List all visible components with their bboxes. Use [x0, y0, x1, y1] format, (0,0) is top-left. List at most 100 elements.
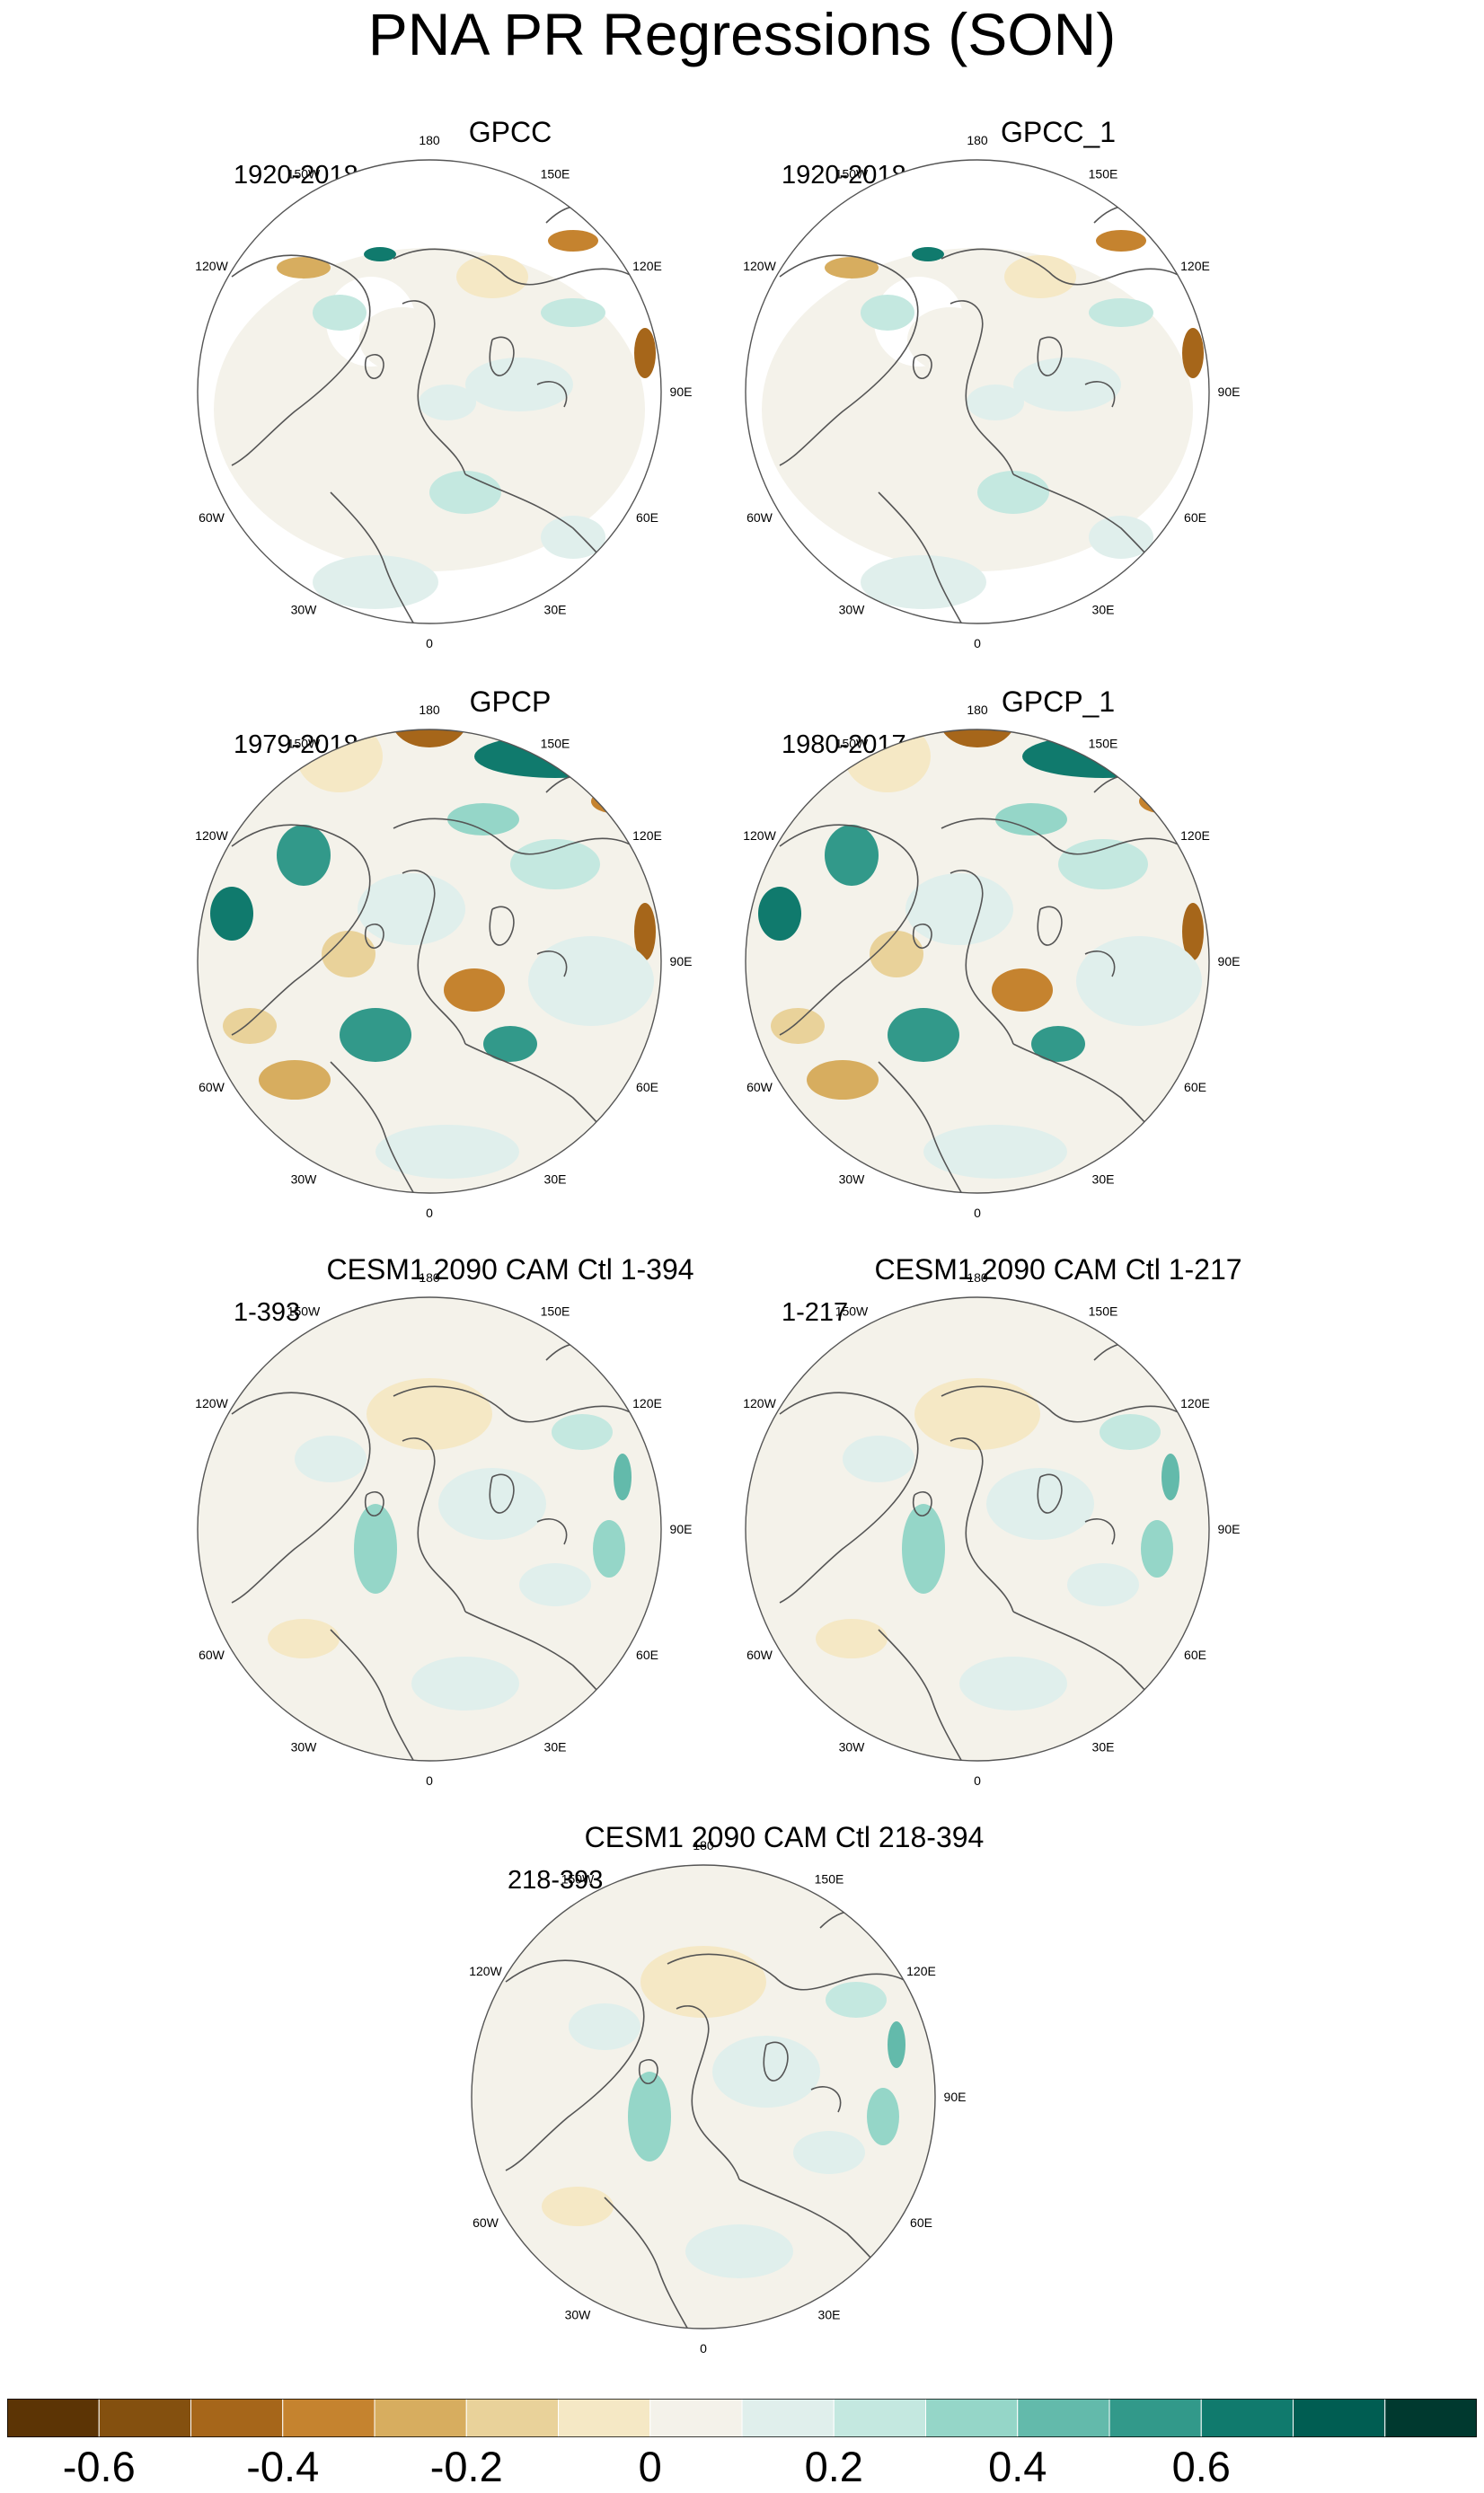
anomaly-patch — [905, 873, 1013, 945]
period-label: 218-393 — [508, 1866, 604, 1895]
panel-title: GPCP_1 — [1001, 685, 1116, 718]
anomaly-patch — [861, 295, 914, 331]
colorbar-swatch — [1293, 2399, 1386, 2437]
anomaly-patch — [358, 1303, 465, 1346]
anomaly-patch — [528, 936, 654, 1026]
anomaly-patch — [861, 555, 986, 609]
anomaly-patch — [888, 2021, 905, 2068]
colorbar-swatch — [649, 2399, 743, 2437]
map-boundary — [197, 729, 662, 1194]
colorbar-swatch — [1017, 2399, 1110, 2437]
longitude-label: 180 — [967, 133, 988, 147]
panel-title: CESM1 2090 CAM Ctl 1-394 — [326, 1253, 694, 1286]
anomaly-patch — [1067, 1563, 1139, 1606]
anomaly-patch — [510, 839, 600, 889]
anomaly-patch — [844, 729, 931, 792]
anomaly-patch — [907, 307, 994, 372]
anomaly-patch — [807, 1060, 879, 1100]
anomaly-patch — [354, 1504, 397, 1594]
colorbar-swatch — [1384, 2399, 1477, 2437]
longitude-label: 150W — [835, 1304, 869, 1319]
longitude-label: 60E — [636, 510, 658, 525]
anomaly-patch — [419, 385, 476, 420]
longitude-label: 150E — [1089, 1304, 1118, 1319]
anomaly-patch — [541, 516, 605, 559]
coastline — [676, 2005, 740, 2180]
coastline — [402, 1437, 466, 1613]
longitude-label: 30E — [818, 2308, 841, 2322]
anomaly-patch — [358, 873, 465, 945]
anomaly-patch — [793, 2131, 865, 2174]
anomaly-patch — [685, 2224, 793, 2278]
anomaly-patch — [1089, 298, 1153, 327]
coastline — [941, 248, 1194, 287]
longitude-label: 180 — [419, 1270, 440, 1285]
anomaly-patch — [1013, 358, 1121, 411]
anomaly-patch — [483, 1026, 537, 1062]
map-field — [746, 1297, 1209, 1761]
coastline — [1037, 336, 1063, 376]
anomaly-patch — [632, 1870, 739, 1914]
anomaly-patch — [542, 2187, 614, 2226]
anomaly-patch — [519, 1563, 591, 1606]
coastline — [489, 906, 515, 946]
polar-map: 180150E120E90E60E30E030W60W90W120W150W — [744, 133, 1240, 650]
anomaly-patch — [465, 358, 573, 411]
map-boundary — [197, 159, 662, 624]
anomaly-patch — [634, 328, 656, 378]
longitude-label: 180 — [967, 1270, 988, 1285]
longitude-label: 120E — [632, 1396, 662, 1410]
anomaly-patch — [628, 2072, 671, 2161]
colorbar-label: 0 — [638, 2443, 662, 2490]
anomaly-patch — [826, 1982, 887, 2018]
colorbar-swatch — [1200, 2399, 1294, 2437]
coastline — [779, 254, 919, 466]
anomaly-patch — [995, 803, 1067, 835]
coastline — [912, 354, 932, 379]
anomaly-patch — [1162, 1454, 1179, 1500]
longitude-label: 150E — [541, 1304, 570, 1319]
longitude-label: 150W — [835, 167, 869, 181]
longitude-label: 180 — [693, 1838, 714, 1852]
longitude-label: 150W — [287, 737, 321, 751]
anomaly-patch — [223, 1008, 277, 1044]
anomaly-patch — [268, 1619, 340, 1658]
panel-title: GPCP — [469, 685, 552, 718]
anomaly-patch — [614, 1454, 632, 1500]
coastline — [950, 870, 1014, 1045]
coastline — [810, 2086, 842, 2113]
anomaly-patch — [295, 1436, 367, 1482]
map-boundary — [471, 1864, 936, 2329]
longitude-label: 90E — [670, 385, 693, 399]
anomaly-patch — [210, 887, 253, 941]
coastline — [393, 248, 646, 287]
longitude-label: 120E — [1180, 828, 1210, 843]
map-field — [472, 1865, 935, 2329]
anomaly-patch — [992, 968, 1053, 1012]
panel-title: CESM1 2090 CAM Ctl 218-394 — [584, 1821, 985, 1853]
anomaly-patch — [905, 1303, 1013, 1346]
coastline — [604, 2197, 695, 2329]
map-boundary — [745, 1296, 1210, 1762]
anomaly-patch — [429, 471, 501, 514]
colorbar — [7, 2399, 1477, 2437]
coastline — [536, 381, 568, 408]
coastline — [667, 1953, 920, 1992]
polar-map: 180150E120E90E60E30E030W60W90W120W150W — [744, 1270, 1240, 1788]
anomaly-patch — [1031, 1026, 1085, 1062]
colorbar-label: -0.6 — [62, 2443, 136, 2490]
longitude-label: 120E — [632, 259, 662, 273]
polar-map: 180150E120E90E60E30E030W60W90W120W150W — [744, 703, 1240, 1220]
longitude-label: 60W — [199, 1080, 225, 1094]
polar-map: 180150E120E90E60E30E030W60W90W120W150W — [196, 703, 692, 1220]
coastline — [950, 300, 1014, 475]
coastline — [1084, 1518, 1116, 1545]
longitude-label: 120W — [196, 828, 229, 843]
anomaly-patch — [375, 1125, 519, 1179]
coastline — [330, 1629, 421, 1761]
colorbar-swatch — [374, 2399, 467, 2437]
coastline — [489, 336, 515, 376]
anomaly-patch — [569, 2003, 640, 2050]
colorbar-label: -0.2 — [429, 2443, 503, 2490]
longitude-label: 30E — [1092, 1740, 1115, 1755]
